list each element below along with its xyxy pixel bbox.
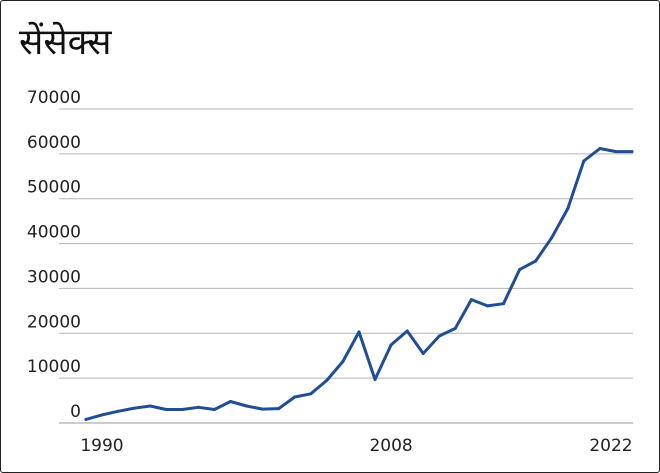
y-axis: 0 10000 20000 30000 40000 50000 60000 70000 [27,88,81,422]
data-point [277,407,281,411]
data-point [614,150,618,154]
data-point [341,360,345,363]
x-axis: 1990 2008 2022 [80,436,632,456]
data-point [229,400,232,403]
x-tick-label: 1990 [80,436,123,456]
data-point [261,407,265,411]
data-point [100,413,104,417]
series-layer [84,147,634,421]
y-tick-label: 50000 [27,178,81,198]
data-point [389,343,393,347]
data-point [534,259,538,263]
data-point [453,326,457,330]
data-point [469,298,473,302]
data-point [437,334,441,338]
data-point [293,395,297,399]
y-tick-label: 0 [70,402,81,422]
chart-title: सेंसेक्स [19,22,112,63]
gridlines [59,108,633,424]
series-line [84,147,634,421]
data-point [180,408,184,411]
data-point [309,392,313,396]
data-point [245,404,248,408]
x-tick-label: 2022 [589,436,632,456]
data-point [630,150,634,154]
data-point [212,408,216,411]
y-tick-label: 20000 [27,312,81,332]
y-tick-label: 70000 [27,88,81,108]
y-tick-label: 10000 [27,357,81,377]
y-tick-label: 30000 [27,267,81,287]
data-point [148,404,152,408]
data-point [357,330,361,334]
data-point [196,405,200,409]
data-point [598,147,602,150]
data-point [421,352,425,355]
y-tick-label: 60000 [27,133,81,153]
data-point [373,378,377,381]
data-point [550,236,554,240]
data-point [116,409,120,413]
data-point [132,406,136,410]
data-point [566,207,570,211]
x-tick-label: 2008 [369,436,412,456]
data-point [164,408,168,411]
data-point [582,159,586,163]
data-point [486,304,489,308]
y-tick-label: 40000 [27,223,81,243]
data-point [405,329,409,333]
data-point [325,378,329,382]
data-point [502,302,505,306]
data-point [518,268,522,272]
data-point [84,417,88,421]
